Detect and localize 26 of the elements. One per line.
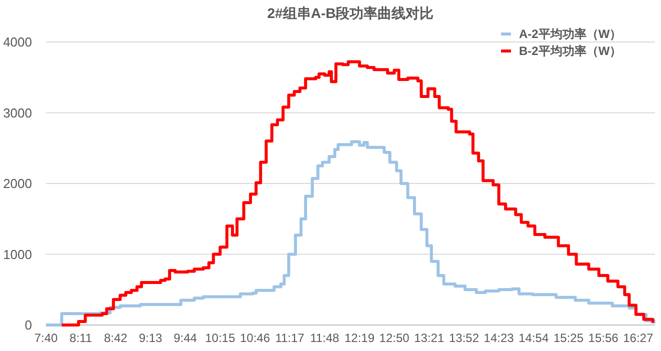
chart-title: 2#组串A-B段功率曲线对比 — [267, 5, 434, 21]
x-tick-label: 9:44 — [174, 331, 198, 345]
y-tick-label: 0 — [24, 318, 32, 333]
x-tick-label: 8:42 — [104, 331, 128, 345]
x-tick-label: 13:21 — [414, 331, 444, 345]
x-tick-label: 11:48 — [310, 331, 340, 345]
y-tick-label: 2000 — [3, 176, 32, 192]
x-tick-label: 8:11 — [70, 331, 92, 345]
x-tick-label: 12:50 — [379, 331, 410, 345]
x-tick-label: 14:54 — [518, 331, 549, 345]
x-tick-label: 11:17 — [275, 331, 305, 345]
x-tick-label: 15:56 — [588, 331, 619, 345]
x-tick-label: 9:13 — [138, 331, 162, 345]
x-tick-label: 15:25 — [553, 331, 584, 345]
x-tick-label: 14:23 — [484, 331, 514, 345]
x-tick-label: 7:40 — [34, 331, 58, 345]
x-tick-label: 13:52 — [448, 331, 480, 345]
y-tick-label: 3000 — [3, 105, 32, 120]
x-tick-label: 10:46 — [240, 331, 270, 345]
x-tick-label: 16:27 — [623, 331, 654, 345]
legend-label: A-2平均功率（W） — [519, 27, 622, 42]
x-tick-label: 12:19 — [344, 331, 375, 345]
y-tick-label: 1000 — [3, 246, 32, 262]
y-tick-label: 4000 — [3, 34, 32, 50]
x-tick-label: 10:15 — [205, 331, 236, 345]
legend-label: B-2平均功率（W） — [519, 44, 622, 58]
